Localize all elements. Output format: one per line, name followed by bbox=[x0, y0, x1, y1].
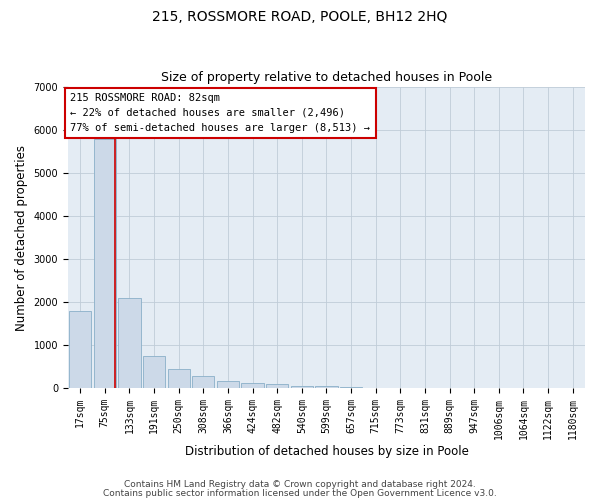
Bar bbox=[167, 368, 190, 388]
Bar bbox=[291, 386, 313, 388]
Bar bbox=[241, 382, 263, 388]
Bar bbox=[143, 356, 165, 388]
Bar bbox=[69, 310, 91, 388]
Bar bbox=[340, 387, 362, 388]
Bar bbox=[217, 380, 239, 388]
Title: Size of property relative to detached houses in Poole: Size of property relative to detached ho… bbox=[161, 72, 492, 85]
Bar bbox=[266, 384, 288, 388]
Text: 215 ROSSMORE ROAD: 82sqm
← 22% of detached houses are smaller (2,496)
77% of sem: 215 ROSSMORE ROAD: 82sqm ← 22% of detach… bbox=[70, 93, 370, 132]
Bar bbox=[94, 138, 116, 388]
Y-axis label: Number of detached properties: Number of detached properties bbox=[15, 144, 28, 330]
Text: Contains HM Land Registry data © Crown copyright and database right 2024.: Contains HM Land Registry data © Crown c… bbox=[124, 480, 476, 489]
Text: Contains public sector information licensed under the Open Government Licence v3: Contains public sector information licen… bbox=[103, 488, 497, 498]
X-axis label: Distribution of detached houses by size in Poole: Distribution of detached houses by size … bbox=[185, 444, 469, 458]
Bar bbox=[192, 376, 214, 388]
Bar bbox=[118, 298, 140, 388]
Bar bbox=[316, 386, 338, 388]
Text: 215, ROSSMORE ROAD, POOLE, BH12 2HQ: 215, ROSSMORE ROAD, POOLE, BH12 2HQ bbox=[152, 10, 448, 24]
